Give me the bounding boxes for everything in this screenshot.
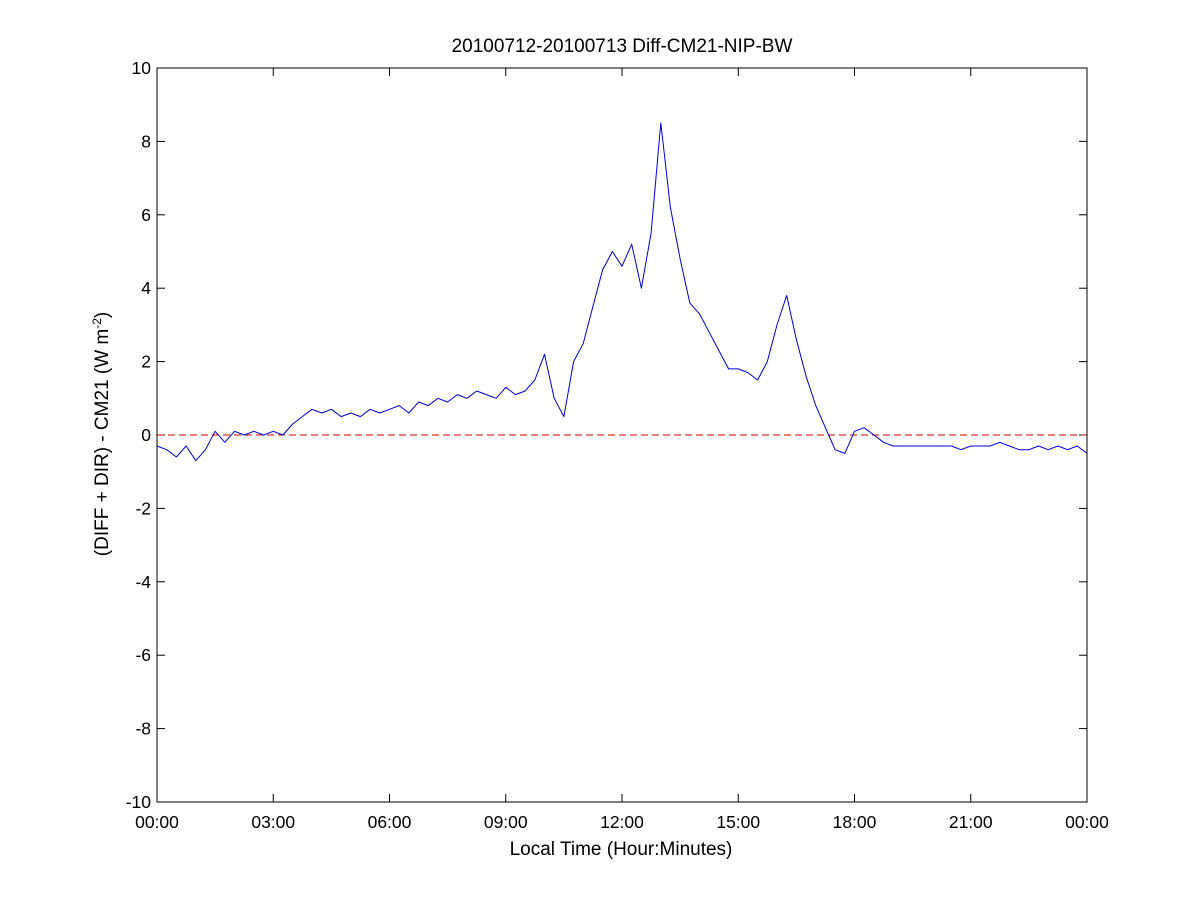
y-axis-label-main: (DIFF + DIR) - CM21 (W m — [92, 329, 113, 556]
x-tick-label: 00:00 — [1065, 812, 1109, 832]
plot-frame — [156, 67, 1088, 803]
y-axis-label-close: ) — [92, 312, 113, 318]
y-tick-label: 8 — [141, 131, 151, 151]
y-tick-label: -10 — [126, 792, 152, 812]
y-tick-label: -4 — [135, 572, 151, 592]
x-tick-label: 03:00 — [251, 812, 295, 832]
y-axis-label-exponent: -2 — [90, 318, 104, 329]
y-tick-label: 10 — [132, 58, 152, 78]
x-axis-ticks: 00:00 03:00 06:00 09:00 12:00 15:00 18:00 21:00… — [135, 68, 1109, 832]
x-axis-label: Local Time (Hour:Minutes) — [510, 839, 733, 860]
y-axis-label: (DIFF + DIR) - CM21 (W m-2) — [90, 312, 113, 556]
y-tick-label: 6 — [141, 205, 151, 225]
y-tick-label: -2 — [135, 498, 151, 518]
series-line — [156, 122, 1088, 462]
y-tick-label: -6 — [135, 645, 151, 665]
y-tick-label: 4 — [141, 278, 151, 298]
y-axis-ticks: -10 -8 -6 -4 -2 0 2 4 6 8 10 — [126, 58, 1087, 812]
x-tick-label: 00:00 — [135, 812, 179, 832]
x-tick-label: 18:00 — [833, 812, 877, 832]
data-series — [156, 122, 1088, 462]
y-tick-label: 2 — [141, 352, 151, 372]
y-tick-label: 0 — [141, 425, 151, 445]
x-tick-label: 21:00 — [949, 812, 993, 832]
x-tick-label: 15:00 — [716, 812, 760, 832]
y-tick-label: -8 — [135, 719, 151, 739]
x-tick-label: 06:00 — [368, 812, 412, 832]
x-tick-label: 12:00 — [600, 812, 644, 832]
x-tick-label: 09:00 — [484, 812, 528, 832]
chart-title: 20100712-20100713 Diff-CM21-NIP-BW — [452, 36, 793, 57]
